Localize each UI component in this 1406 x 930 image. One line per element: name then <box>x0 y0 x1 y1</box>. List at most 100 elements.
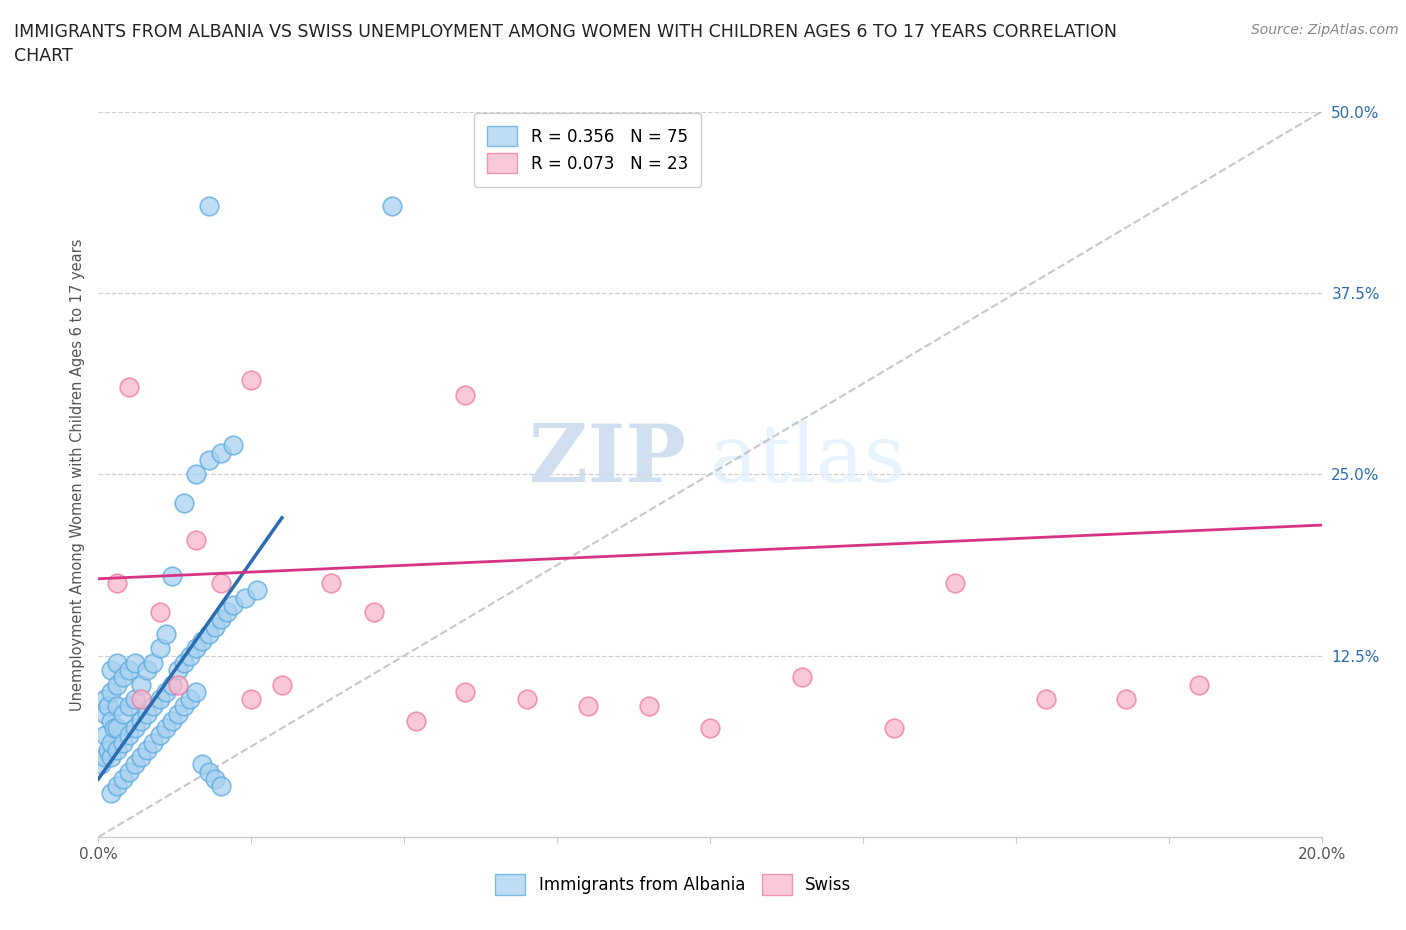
Point <box>100 736 122 751</box>
Point <box>111 670 134 684</box>
Point <box>118 728 141 743</box>
Point <box>363 604 385 619</box>
Point <box>124 656 146 671</box>
Point <box>142 736 165 751</box>
Point <box>1115 692 1137 707</box>
Point <box>790 670 813 684</box>
Point <box>124 757 146 772</box>
Point <box>167 706 190 721</box>
Point <box>93 692 115 707</box>
Point <box>93 706 115 721</box>
Point <box>167 677 190 692</box>
Point <box>173 656 195 671</box>
Point <box>179 692 201 707</box>
Point <box>240 373 263 388</box>
Point <box>129 750 152 764</box>
Point <box>111 772 134 787</box>
Point <box>97 742 120 757</box>
Point <box>149 692 172 707</box>
Point <box>149 728 172 743</box>
Point <box>142 656 165 671</box>
Point <box>118 379 141 394</box>
Text: ZIP: ZIP <box>529 420 686 498</box>
Point <box>129 713 152 728</box>
Point <box>90 757 112 772</box>
Point <box>209 612 232 627</box>
Point <box>105 677 128 692</box>
Point <box>160 713 183 728</box>
Point <box>105 656 128 671</box>
Point <box>173 496 195 511</box>
Legend: Immigrants from Albania, Swiss: Immigrants from Albania, Swiss <box>489 868 858 901</box>
Point <box>155 721 177 736</box>
Point <box>883 721 905 736</box>
Point <box>186 467 208 482</box>
Point <box>209 576 232 591</box>
Point <box>100 750 122 764</box>
Point <box>129 692 152 707</box>
Point <box>167 663 190 678</box>
Point <box>186 641 208 656</box>
Point <box>197 452 219 467</box>
Point <box>136 742 159 757</box>
Point <box>191 633 214 648</box>
Point <box>124 721 146 736</box>
Point <box>142 699 165 714</box>
Point <box>454 387 477 402</box>
Point <box>111 706 134 721</box>
Point <box>149 641 172 656</box>
Point <box>209 778 232 793</box>
Point <box>576 699 599 714</box>
Point <box>209 445 232 460</box>
Point <box>405 713 427 728</box>
Point <box>215 604 238 619</box>
Point <box>381 198 404 213</box>
Point <box>111 736 134 751</box>
Point <box>197 764 219 779</box>
Point <box>100 786 122 801</box>
Point <box>240 692 263 707</box>
Point <box>149 604 172 619</box>
Point <box>100 663 122 678</box>
Point <box>1035 692 1057 707</box>
Point <box>173 699 195 714</box>
Point <box>93 728 115 743</box>
Point <box>246 583 269 598</box>
Point <box>1188 677 1211 692</box>
Point <box>160 677 183 692</box>
Point <box>186 684 208 699</box>
Text: Source: ZipAtlas.com: Source: ZipAtlas.com <box>1251 23 1399 37</box>
Point <box>319 576 342 591</box>
Point <box>118 663 141 678</box>
Point <box>197 627 219 642</box>
Point <box>186 532 208 547</box>
Point <box>105 742 128 757</box>
Point <box>105 778 128 793</box>
Point <box>100 684 122 699</box>
Point <box>97 699 120 714</box>
Text: atlas: atlas <box>710 420 905 498</box>
Point <box>129 677 152 692</box>
Text: IMMIGRANTS FROM ALBANIA VS SWISS UNEMPLOYMENT AMONG WOMEN WITH CHILDREN AGES 6 T: IMMIGRANTS FROM ALBANIA VS SWISS UNEMPLO… <box>14 23 1116 65</box>
Point <box>637 699 661 714</box>
Point <box>270 677 292 692</box>
Point <box>204 619 226 634</box>
Point <box>136 663 159 678</box>
Y-axis label: Unemployment Among Women with Children Ages 6 to 17 years: Unemployment Among Women with Children A… <box>69 238 84 711</box>
Point <box>197 198 219 213</box>
Point <box>136 706 159 721</box>
Point <box>516 692 538 707</box>
Point <box>100 713 122 728</box>
Point <box>222 597 245 612</box>
Point <box>699 721 721 736</box>
Point <box>454 684 477 699</box>
Point <box>943 576 966 591</box>
Point <box>118 699 141 714</box>
Point <box>103 721 125 736</box>
Point <box>93 750 115 764</box>
Point <box>124 692 146 707</box>
Point <box>105 576 128 591</box>
Point <box>118 764 141 779</box>
Point <box>179 648 201 663</box>
Point <box>105 699 128 714</box>
